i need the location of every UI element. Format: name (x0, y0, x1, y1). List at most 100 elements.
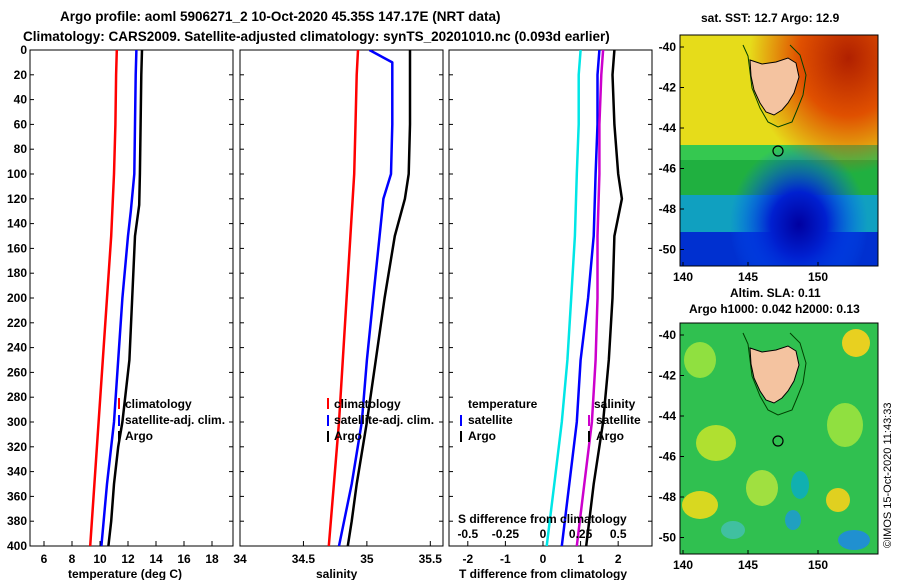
x-tick-label: 16 (177, 552, 191, 566)
sla-anomaly (785, 510, 801, 530)
sla-anomaly (842, 329, 870, 357)
sla-anomaly (791, 471, 809, 499)
depth-tick-label: 360 (7, 489, 27, 503)
x-tick-label: 1 (577, 552, 584, 566)
depth-tick-label: 240 (7, 341, 27, 355)
tasmania-island (749, 57, 800, 116)
map-y-tick-label: -42 (659, 369, 677, 383)
top-x-tick-label: -0.25 (492, 527, 520, 541)
legend-label-satellite-adj: satellite-adj. clim. (334, 413, 434, 427)
x-tick-label: 10 (93, 552, 107, 566)
legend-label-t-satellite: satellite (468, 413, 513, 427)
map-y-tick-label: -50 (659, 243, 677, 257)
x-tick-label: 34.5 (292, 552, 316, 566)
x-tick-label: 8 (69, 552, 76, 566)
difference-x-axis: -2 -1 0 1 2 -0.5 -0.25 0 0.25 0.5 (457, 527, 626, 566)
sla-map-axes: 140 145 150 -40 -42 -44 -46 -48 -50 (659, 328, 829, 572)
tasmania-island (749, 345, 800, 404)
chart-title-line1: Argo profile: aoml 5906271_2 10-Oct-2020… (60, 9, 500, 24)
series-line-climatology (88, 50, 119, 546)
temperature-xlabel: temperature (deg C) (68, 567, 182, 580)
legend-label-climatology: climatology (334, 397, 401, 411)
map-y-tick-label: -44 (659, 409, 677, 423)
sla-map-title-line2: Argo h1000: 0.042 h2000: 0.13 (689, 302, 860, 316)
argo-float-marker (772, 435, 784, 447)
depth-tick-label: 60 (14, 117, 28, 131)
sla-map (680, 323, 878, 554)
difference-plot-frame (448, 49, 653, 547)
x-tick-label: 0 (540, 552, 547, 566)
x-tick-label: 18 (205, 552, 219, 566)
depth-axis: 0 20 40 60 80 100 120 140 160 180 200 220 240 260 280 3… (7, 43, 652, 553)
depth-tick-label: 40 (14, 93, 28, 107)
depth-tick-label: 340 (7, 465, 27, 479)
map-y-tick-label: -48 (659, 202, 677, 216)
imos-stamp: ©IMOS 15-Oct-2020 11:43:33 (882, 403, 894, 548)
sla-anomaly (684, 342, 716, 378)
series-line-temperature-argo (560, 50, 601, 546)
x-tick-label: -1 (500, 552, 511, 566)
map-x-tick-label: 145 (738, 558, 758, 572)
depth-tick-label: 120 (7, 192, 27, 206)
depth-tick-label: 100 (7, 167, 27, 181)
x-tick-label: 2 (615, 552, 622, 566)
depth-tick-label: 180 (7, 266, 27, 280)
map-x-tick-label: 150 (808, 558, 828, 572)
depth-tick-label: 320 (7, 440, 27, 454)
map-y-tick-label: -44 (659, 121, 677, 135)
series-line-argo (107, 50, 144, 546)
sla-anomaly (838, 530, 870, 550)
map-x-tick-label: 140 (673, 270, 693, 284)
x-tick-label: 14 (149, 552, 163, 566)
map-y-tick-label: -48 (659, 490, 677, 504)
map-y-tick-label: -50 (659, 531, 677, 545)
top-x-tick-label: -0.5 (457, 527, 478, 541)
depth-tick-label: 140 (7, 217, 27, 231)
map-x-tick-label: 150 (808, 270, 828, 284)
map-y-tick-label: -42 (659, 81, 677, 95)
s-difference-label: S difference from climatology (458, 512, 627, 526)
legend-header-temperature: temperature (468, 397, 538, 411)
legend-label-s-satellite: satellite (596, 413, 641, 427)
series-line-salinity-satellite (575, 50, 605, 546)
legend-label-argo: Argo (334, 429, 362, 443)
map-y-tick-label: -40 (659, 40, 677, 54)
salinity-plot (327, 50, 412, 546)
series-line-temperature-satellite (545, 50, 582, 546)
series-line-salinity-argo (584, 50, 624, 546)
sla-anomaly (721, 521, 745, 539)
depth-tick-label: 160 (7, 241, 27, 255)
sst-map-frame (679, 34, 879, 267)
difference-xlabel: T difference from climatology (459, 567, 627, 580)
x-tick-label: 35.5 (419, 552, 443, 566)
legend-label-argo: Argo (125, 429, 153, 443)
sst-shelf-contour (742, 44, 807, 128)
x-tick-label: 35 (360, 552, 374, 566)
x-tick-label: 6 (41, 552, 48, 566)
depth-tick-label: 20 (14, 68, 28, 82)
series-line-argo (346, 50, 412, 546)
top-x-tick-label: 0.25 (569, 527, 593, 541)
sla-anomaly (826, 488, 850, 512)
legend-label-climatology: climatology (125, 397, 192, 411)
top-x-tick-label: 0 (540, 527, 547, 541)
map-x-tick-label: 145 (738, 270, 758, 284)
sla-anomaly (827, 403, 863, 447)
salinity-xlabel: salinity (316, 567, 358, 580)
depth-tick-label: 0 (20, 43, 27, 57)
depth-tick-label: 380 (7, 514, 27, 528)
sst-map-title: sat. SST: 12.7 Argo: 12.9 (701, 11, 840, 25)
legend-header-salinity: salinity (594, 397, 636, 411)
map-y-tick-label: -46 (659, 450, 677, 464)
sla-map-frame (679, 322, 879, 555)
sla-anomaly (746, 470, 778, 506)
depth-tick-label: 260 (7, 365, 27, 379)
temperature-plot (88, 50, 144, 546)
map-y-tick-label: -46 (659, 162, 677, 176)
legend-label-s-argo: Argo (596, 429, 624, 443)
depth-tick-label: 80 (14, 142, 28, 156)
map-x-tick-label: 140 (673, 558, 693, 572)
x-tick-label: 34 (233, 552, 247, 566)
top-x-tick-label: 0.5 (610, 527, 627, 541)
